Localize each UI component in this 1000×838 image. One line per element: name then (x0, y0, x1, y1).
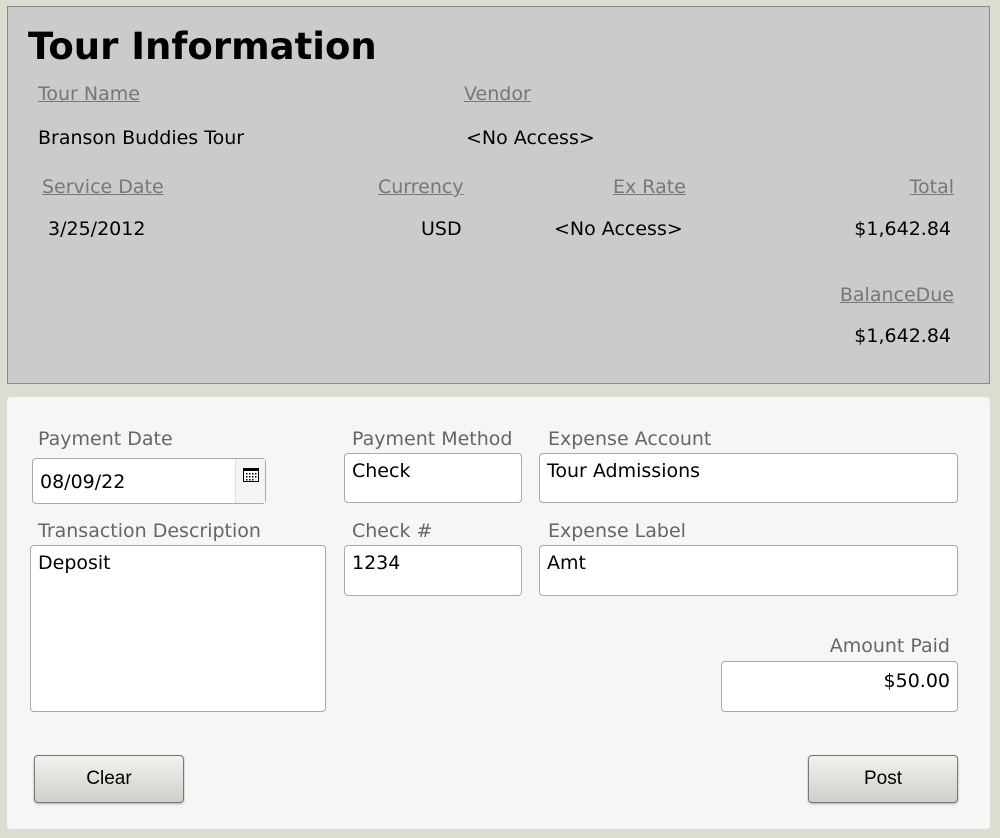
payment-method-input[interactable]: Check (344, 453, 522, 503)
service-date-value: 3/25/2012 (48, 218, 146, 240)
ex-rate-value: <No Access> (554, 218, 683, 240)
payment-date-label: Payment Date (38, 428, 173, 450)
tour-information-panel: Tour Information Tour Name Branson Buddi… (7, 6, 990, 384)
payment-date-value: 08/09/22 (40, 471, 126, 493)
check-number-input[interactable]: 1234 (344, 545, 522, 596)
calendar-icon[interactable] (235, 459, 265, 503)
expense-label-label: Expense Label (548, 520, 686, 542)
check-number-label: Check # (352, 520, 433, 542)
expense-account-label: Expense Account (548, 428, 712, 450)
service-date-header[interactable]: Service Date (42, 176, 164, 198)
balance-due-value: $1,642.84 (854, 325, 951, 347)
transaction-description-input[interactable]: Deposit (30, 545, 326, 712)
payment-method-label: Payment Method (352, 428, 513, 450)
page-title: Tour Information (28, 25, 377, 68)
vendor-header[interactable]: Vendor (464, 83, 531, 105)
vendor-value: <No Access> (466, 127, 595, 149)
ex-rate-header[interactable]: Ex Rate (613, 176, 686, 198)
balance-due-header[interactable]: BalanceDue (839, 284, 954, 306)
transaction-description-label: Transaction Description (38, 520, 261, 542)
post-button[interactable]: Post (808, 755, 958, 803)
expense-account-input[interactable]: Tour Admissions (539, 453, 958, 503)
total-header[interactable]: Total (909, 176, 954, 198)
currency-header[interactable]: Currency (378, 176, 464, 198)
amount-paid-input[interactable]: $50.00 (721, 661, 958, 712)
tour-name-header[interactable]: Tour Name (38, 83, 140, 105)
payment-date-input[interactable]: 08/09/22 (32, 458, 266, 504)
expense-label-input[interactable]: Amt (539, 545, 958, 596)
tour-name-value: Branson Buddies Tour (38, 127, 245, 149)
currency-value: USD (421, 218, 462, 240)
amount-paid-label: Amount Paid (829, 635, 950, 657)
total-value: $1,642.84 (854, 218, 951, 240)
clear-button[interactable]: Clear (34, 755, 184, 803)
